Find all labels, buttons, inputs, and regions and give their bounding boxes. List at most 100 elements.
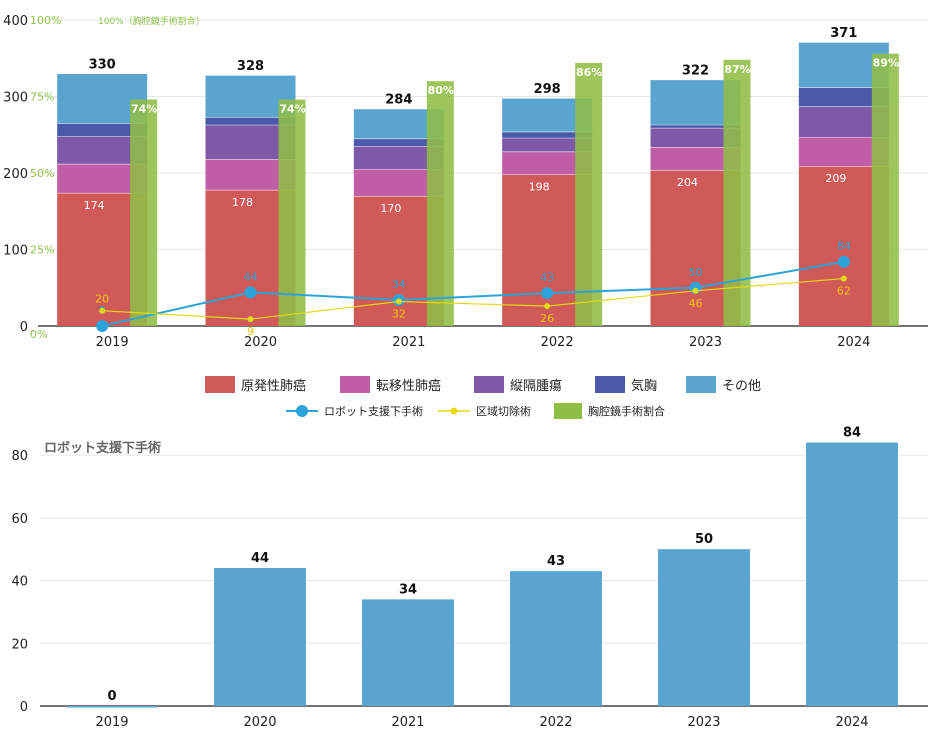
x-tick-label: 2021 [392,335,425,350]
y-tick-label: 40 [11,575,28,590]
ratio-label: 80% [428,84,454,97]
bar-segment-3 [353,146,444,170]
y2-tick-label: 50% [30,167,54,180]
legend-label: 縦隔腫瘍 [510,378,562,394]
bar-segment-4 [502,131,593,138]
legend-label: 区域切除術 [476,404,531,418]
ratio-bar [130,99,158,326]
ratio-label: 74% [131,103,157,116]
legend-ratio-swatch [554,403,582,419]
y-tick-label: 400 [3,14,28,29]
legend-swatch [474,376,504,393]
y-tick-label: 100 [3,244,28,259]
bar-segment-4 [353,138,444,147]
bar-value-label: 170 [380,202,401,215]
y2-axis-label: 100%（胸腔鏡手術割合） [98,15,205,27]
x-tick-label: 2019 [95,715,128,730]
ratio-bar [278,99,306,326]
segment-point [247,316,254,323]
segment-value-label: 20 [95,293,109,306]
segment-value-label: 9 [247,325,254,338]
bar-total-label: 330 [89,58,116,73]
y2-tick-label: 75% [30,91,54,104]
y2-tick-label: 25% [30,244,54,257]
bar-total-label: 298 [534,82,561,97]
bar-value-label: 84 [843,426,861,441]
robot-bar [362,599,454,706]
bar-value-label: 204 [677,176,698,189]
ratio-label: 86% [576,66,602,79]
x-tick-label: 2019 [96,335,129,350]
robot-bar [214,568,306,706]
legend-swatch [595,376,625,393]
bar-value-label: 174 [84,199,105,212]
legend-swatch [686,376,716,393]
robot-value-label: 43 [540,271,554,284]
bar-segment-3 [650,127,741,147]
ratio-bar [575,62,603,327]
bar-value-label: 209 [825,172,846,185]
segment-point [840,275,847,282]
segment-point [395,298,402,305]
robot-value-label: 34 [392,278,406,291]
robot-point [541,287,554,300]
bar-value-label: 50 [695,532,713,547]
ratio-label: 74% [279,103,305,116]
y-tick-label: 0 [20,320,28,335]
legend-label: ロボット支援下手術 [324,404,423,418]
bar-value-label: 43 [547,554,565,569]
bar-value-label: 44 [251,551,269,566]
robot-line [101,260,845,327]
robot-bar [806,442,898,706]
x-tick-label: 2022 [539,715,572,730]
x-tick-label: 2023 [687,715,720,730]
y-tick-label: 60 [11,512,28,527]
bar-segment-3 [502,137,593,152]
segment-value-label: 32 [392,308,406,321]
x-tick-label: 2022 [541,335,574,350]
robot-point [244,286,257,299]
x-tick-label: 2021 [391,715,424,730]
robot-bar [510,571,602,706]
robot-point [837,255,850,268]
legend-swatch [340,376,370,393]
y-tick-label: 300 [3,91,28,106]
segment-value-label: 46 [689,297,703,310]
x-tick-label: 2024 [837,335,870,350]
legend-segment-marker [450,407,458,415]
bar-segment-2 [502,151,593,175]
bar-value-label: 0 [107,689,116,704]
x-tick-label: 2024 [835,715,868,730]
bar-value-label: 178 [232,196,253,209]
x-tick-label: 2020 [243,715,276,730]
legend-label: 転移性肺癌 [376,378,441,394]
robot-bar [66,706,158,708]
y-tick-label: 200 [3,167,28,182]
legend-label: 胸腔鏡手術割合 [588,404,665,418]
bar-segment-4 [57,123,148,137]
segment-line [102,277,844,320]
robot-point [96,320,109,332]
bar-segment-4 [650,124,741,128]
bar-value-label: 34 [399,582,417,597]
robot-value-label: 84 [837,240,851,253]
legend-swatch [205,376,235,393]
x-tick-label: 2020 [244,335,277,350]
bar-segment-2 [650,146,741,170]
legend-label: 気胸 [631,378,657,394]
ratio-label: 87% [724,63,750,76]
y-tick-label: 0 [20,700,28,715]
legend-robot-marker [296,405,308,417]
ratio-bar [426,81,454,326]
segment-value-label: 62 [837,285,851,298]
robot-bar [658,549,750,706]
segment-point [692,287,699,294]
legend-label: 原発性肺癌 [241,378,306,394]
x-tick-label: 2023 [689,335,722,350]
bar-total-label: 322 [682,64,709,79]
bar-total-label: 328 [237,59,264,74]
bar-segment-4 [205,117,296,125]
robot-value-label: 44 [244,270,258,283]
y-tick-label: 80 [11,449,28,464]
